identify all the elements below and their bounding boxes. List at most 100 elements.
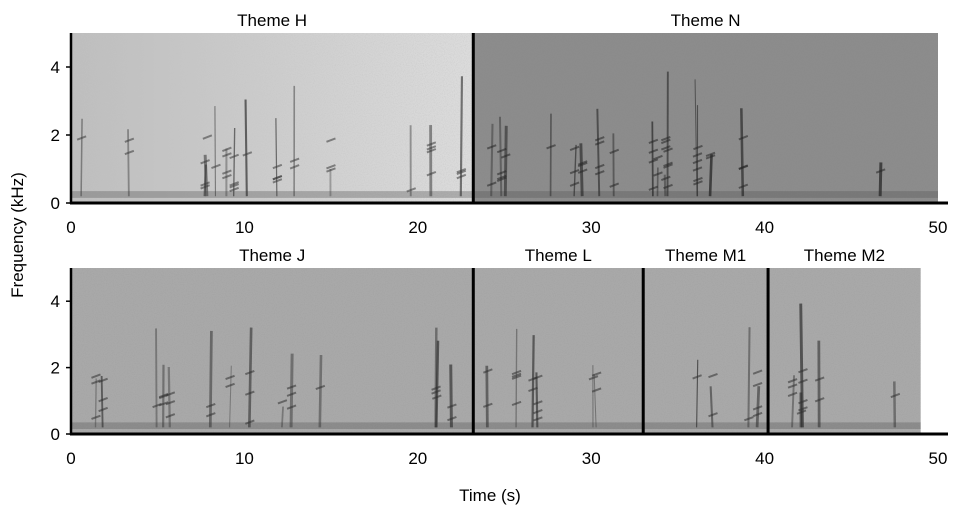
harmonic-mark xyxy=(431,389,441,395)
call-mark xyxy=(708,154,713,197)
harmonic-mark xyxy=(426,148,437,154)
harmonic-mark xyxy=(165,400,176,406)
call-mark xyxy=(531,335,535,428)
call-mark xyxy=(579,143,584,197)
harmonic-mark xyxy=(594,163,605,170)
harmonic-mark xyxy=(663,147,673,153)
harmonic-mark xyxy=(91,414,101,420)
harmonic-mark xyxy=(609,148,620,155)
x-tick-label: 50 xyxy=(929,218,948,237)
harmonic-mark xyxy=(326,164,336,170)
panel-noise xyxy=(71,33,474,203)
x-tick-label: 20 xyxy=(408,449,427,468)
harmonic-mark xyxy=(286,391,297,397)
harmonic-mark xyxy=(692,166,703,172)
panel-title: Theme M2 xyxy=(804,246,885,265)
call-mark xyxy=(318,355,323,428)
harmonic-mark xyxy=(229,153,240,160)
spectrogram-panel: Theme H xyxy=(71,11,474,203)
x-tick-label: 0 xyxy=(66,218,75,237)
harmonic-mark xyxy=(426,141,437,147)
harmonic-mark xyxy=(796,409,807,415)
panel-title: Theme J xyxy=(239,246,305,265)
harmonic-mark xyxy=(222,152,232,158)
harmonic-mark xyxy=(272,178,283,184)
harmonic-mark xyxy=(594,136,605,142)
x-tick-label: 10 xyxy=(235,449,254,468)
harmonic-mark xyxy=(406,187,417,193)
harmonic-mark xyxy=(577,168,588,174)
call-mark xyxy=(203,154,209,197)
x-tick-label: 50 xyxy=(929,449,948,468)
harmonic-mark xyxy=(272,163,283,170)
spectrogram-panel: Theme M2 xyxy=(766,246,921,434)
harmonic-mark xyxy=(483,402,493,408)
harmonic-mark xyxy=(242,151,253,157)
harmonic-mark xyxy=(546,144,556,150)
harmonic-mark xyxy=(229,183,240,189)
x-axis-label: Time (s) xyxy=(459,486,521,505)
harmonic-mark xyxy=(744,416,754,422)
y-tick-label: 4 xyxy=(51,58,60,77)
harmonic-mark xyxy=(663,183,673,190)
call-mark xyxy=(485,365,489,428)
call-mark xyxy=(275,118,278,197)
harmonic-mark xyxy=(738,164,749,170)
harmonic-mark xyxy=(483,368,493,374)
call-mark xyxy=(94,378,97,428)
y-tick-label: 2 xyxy=(51,126,60,145)
call-mark xyxy=(459,76,464,197)
harmonic-mark xyxy=(752,411,763,418)
harmonic-mark xyxy=(660,145,671,151)
x-tick-label: 30 xyxy=(582,449,601,468)
harmonic-mark xyxy=(511,372,522,378)
harmonic-mark xyxy=(165,413,176,419)
harmonic-mark xyxy=(591,387,602,393)
call-mark xyxy=(651,121,654,197)
spectrogram-panel: Theme M1 xyxy=(641,246,769,434)
call-mark xyxy=(490,123,494,197)
harmonic-mark xyxy=(577,160,588,166)
harmonic-mark xyxy=(660,135,671,142)
harmonic-mark xyxy=(648,158,659,164)
harmonic-mark xyxy=(528,376,538,382)
harmonic-mark xyxy=(426,145,437,151)
harmonic-mark xyxy=(225,374,235,381)
harmonic-mark xyxy=(738,183,749,189)
call-mark xyxy=(696,359,699,428)
harmonic-mark xyxy=(511,400,522,407)
harmonic-mark xyxy=(693,144,703,151)
harmonic-mark xyxy=(426,171,437,177)
harmonic-mark xyxy=(486,181,497,187)
call-mark xyxy=(747,327,751,428)
harmonic-mark xyxy=(431,385,441,391)
panel-noise xyxy=(71,268,474,434)
harmonic-mark xyxy=(76,135,87,141)
harmonic-mark xyxy=(447,403,457,409)
call-mark xyxy=(593,374,597,428)
harmonic-mark xyxy=(124,149,135,156)
x-tick-label: 10 xyxy=(235,218,254,237)
harmonic-mark xyxy=(708,412,718,418)
call-mark xyxy=(229,365,232,428)
harmonic-mark xyxy=(205,402,216,409)
harmonic-mark xyxy=(752,405,763,411)
harmonic-mark xyxy=(569,181,580,187)
y-tick-label: 0 xyxy=(51,425,60,444)
harmonic-mark xyxy=(814,397,825,403)
spectrogram-panel: Theme J xyxy=(71,246,474,434)
call-mark xyxy=(596,108,601,197)
harmonic-mark xyxy=(225,382,235,389)
panel-title: Theme M1 xyxy=(665,246,746,265)
harmonic-mark xyxy=(569,168,580,175)
call-mark xyxy=(167,367,171,428)
call-mark xyxy=(791,375,796,428)
harmonic-mark xyxy=(798,378,808,384)
harmonic-mark xyxy=(244,419,255,425)
harmonic-mark xyxy=(98,396,108,403)
low-frequency-band xyxy=(473,422,644,430)
harmonic-mark xyxy=(222,146,232,152)
harmonic-mark xyxy=(447,416,457,422)
